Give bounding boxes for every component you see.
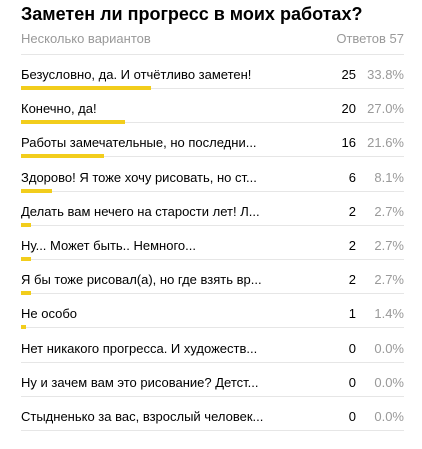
option-result-bar <box>21 188 52 193</box>
option-label: Безусловно, да. И отчётливо заметен! <box>21 67 252 82</box>
option-percent: 2.7% <box>374 203 404 219</box>
poll-option-row: Ну и зачем вам это рисование? Детст... 0 0… <box>0 363 422 397</box>
poll-option-row: Ну... Может быть.. Немного... 2 2.7% <box>0 226 422 261</box>
option-vote-count: 25 <box>341 67 356 82</box>
option-vote-count: 20 <box>341 101 356 117</box>
option-percent: 0.0% <box>374 340 404 356</box>
option-percent: 2.7% <box>374 272 404 288</box>
option-vote-count: 2 <box>348 272 356 288</box>
options-list: Безусловно, да. И отчётливо заметен! 25 33… <box>0 55 422 431</box>
option-label: Здорово! Я тоже хочу рисовать, но ст... <box>21 169 257 185</box>
option-vote-count: 0 <box>348 340 356 356</box>
option-percent: 33.8% <box>367 67 404 82</box>
option-label: Стыдненько за вас, взрослый человек... <box>21 408 264 424</box>
option-result-bar <box>21 154 104 159</box>
row-divider <box>21 293 404 295</box>
poll-option-row: Делать вам нечего на старости лет! Л... 2… <box>0 192 422 227</box>
option-result-bar <box>21 86 151 90</box>
option-percent: 21.6% <box>367 135 404 151</box>
poll-option-row: Не особо 1 1.4% <box>0 294 422 330</box>
row-divider <box>21 156 404 158</box>
option-result-bar <box>21 120 125 125</box>
row-divider <box>21 429 404 431</box>
option-label: Нет никакого прогресса. И художеств... <box>21 340 258 356</box>
option-label: Я бы тоже рисовал(а), но где взять вр... <box>21 272 262 288</box>
option-label: Не особо <box>21 306 78 322</box>
poll-type-label: Несколько вариантов <box>21 31 151 46</box>
option-label: Конечно, да! <box>21 101 97 117</box>
poll-option-row: Конечно, да! 20 27.0% <box>0 89 422 125</box>
option-vote-count: 2 <box>348 203 356 219</box>
header-divider <box>21 54 404 55</box>
poll-option-row: Безусловно, да. И отчётливо заметен! 25 33… <box>0 55 422 90</box>
row-divider <box>21 190 404 192</box>
option-result-bar <box>21 256 31 261</box>
row-divider <box>21 361 404 363</box>
row-divider <box>21 395 404 397</box>
option-percent: 27.0% <box>367 101 404 117</box>
poll-option-row: Стыдненько за вас, взрослый человек... 0 0… <box>0 397 422 431</box>
option-percent: 0.0% <box>374 408 404 424</box>
row-divider <box>21 224 404 226</box>
poll-option-row: Я бы тоже рисовал(а), но где взять вр...… <box>0 260 422 296</box>
row-divider <box>21 88 404 89</box>
answers-total: Ответов 57 <box>336 31 404 46</box>
option-vote-count: 0 <box>348 408 356 424</box>
row-divider <box>21 327 404 329</box>
poll-title: Заметен ли прогресс в моих работах? <box>21 4 363 24</box>
option-label: Ну и зачем вам это рисование? Детст... <box>21 374 259 390</box>
option-vote-count: 16 <box>341 135 356 151</box>
poll-option-row: Нет никакого прогресса. И художеств... 0 0… <box>0 329 422 363</box>
option-result-bar <box>21 291 31 296</box>
option-vote-count: 1 <box>348 306 356 322</box>
option-result-bar <box>21 325 26 330</box>
option-percent: 2.7% <box>374 237 404 253</box>
row-divider <box>21 258 404 260</box>
option-vote-count: 6 <box>348 169 356 185</box>
poll-option-row: Работы замечательные, но последни... 16 21… <box>0 123 422 159</box>
option-percent: 1.4% <box>374 306 404 322</box>
option-result-bar <box>21 222 31 227</box>
row-divider <box>21 122 404 124</box>
poll-option-row: Здорово! Я тоже хочу рисовать, но ст... 6… <box>0 158 422 193</box>
option-vote-count: 0 <box>348 374 356 390</box>
option-label: Работы замечательные, но последни... <box>21 135 257 151</box>
option-vote-count: 2 <box>348 237 356 253</box>
option-percent: 8.1% <box>374 169 404 185</box>
option-percent: 0.0% <box>374 374 404 390</box>
option-label: Ну... Может быть.. Немного... <box>21 237 196 253</box>
option-label: Делать вам нечего на старости лет! Л... <box>21 203 260 219</box>
